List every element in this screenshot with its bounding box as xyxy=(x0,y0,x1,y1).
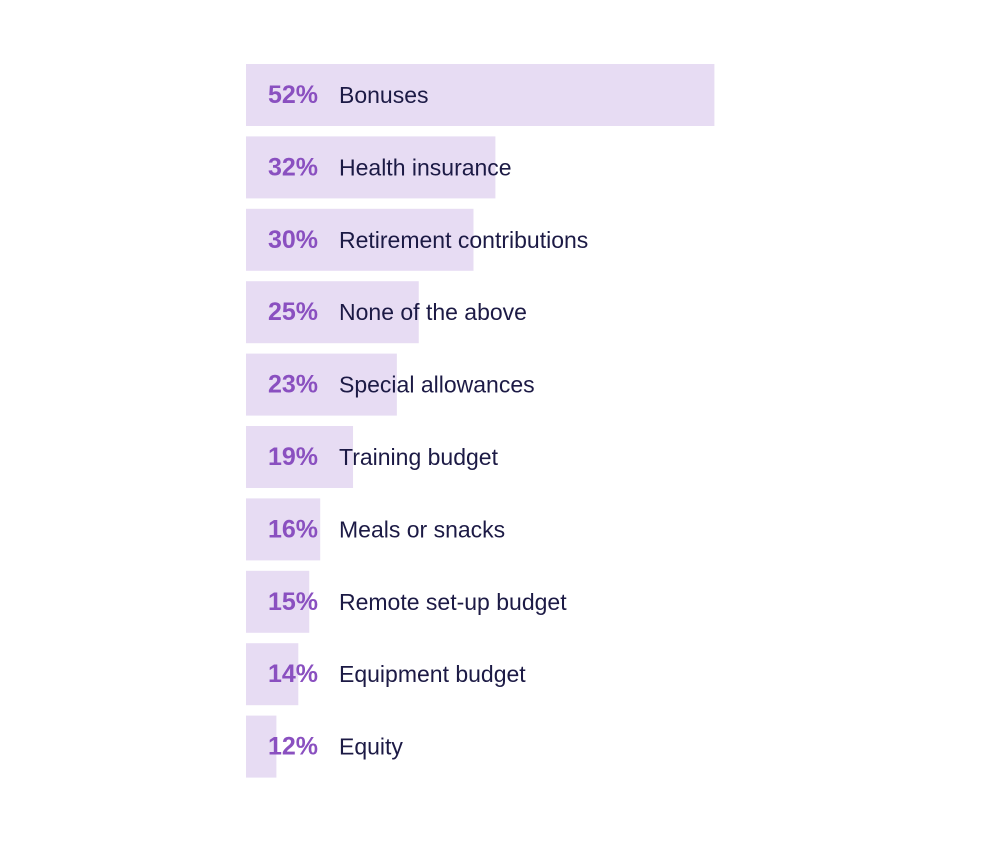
bars-group xyxy=(246,64,715,778)
bar-5 xyxy=(246,353,397,416)
category-label-4: None of the above xyxy=(339,299,527,325)
value-label-2: 32% xyxy=(268,153,318,181)
category-label-6: Training budget xyxy=(339,444,499,470)
value-label-6: 19% xyxy=(268,443,318,471)
bar-6 xyxy=(246,426,354,488)
bar-8 xyxy=(246,570,310,633)
bar-2 xyxy=(246,136,496,199)
value-label-10: 12% xyxy=(268,733,318,761)
bar-7 xyxy=(246,498,321,561)
category-label-10: Equity xyxy=(339,734,403,760)
value-label-9: 14% xyxy=(268,660,318,688)
bar-9 xyxy=(246,643,299,706)
value-label-5: 23% xyxy=(268,371,318,399)
category-label-7: Meals or snacks xyxy=(339,516,505,542)
bar-1 xyxy=(246,64,715,126)
category-label-2: Health insurance xyxy=(339,154,512,180)
category-label-3: Retirement contributions xyxy=(339,227,588,253)
value-label-1: 52% xyxy=(268,81,318,109)
value-label-8: 15% xyxy=(268,588,318,616)
value-label-4: 25% xyxy=(268,298,318,326)
value-label-7: 16% xyxy=(268,515,318,543)
category-label-5: Special allowances xyxy=(339,372,535,398)
bar-4 xyxy=(246,281,419,344)
value-label-3: 30% xyxy=(268,226,318,254)
category-label-8: Remote set-up budget xyxy=(339,589,567,615)
labels-group: 52% Bonuses 32% Health insurance 30% Retireme… xyxy=(268,81,588,761)
bar-3 xyxy=(246,208,474,271)
category-label-9: Equipment budget xyxy=(339,661,526,687)
bar-10 xyxy=(246,715,277,778)
category-label-1: Bonuses xyxy=(339,82,429,108)
